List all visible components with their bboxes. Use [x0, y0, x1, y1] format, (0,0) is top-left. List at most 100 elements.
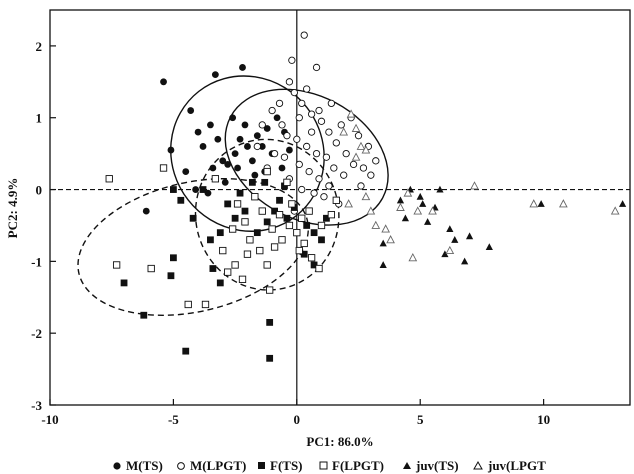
point-m-lpgt	[325, 182, 333, 190]
point-f-ts	[236, 189, 244, 197]
legend-marker-filled-circle	[113, 462, 121, 470]
point-m-ts	[219, 157, 227, 165]
point-m-ts	[244, 143, 251, 150]
point-juv-lpgt	[396, 202, 405, 211]
point-m-ts	[231, 150, 239, 158]
point-juv-ts	[618, 200, 627, 207]
x-tick-label: -5	[168, 412, 179, 427]
point-m-lpgt	[312, 149, 321, 158]
point-m-lpgt	[307, 110, 316, 118]
point-f-ts	[266, 354, 274, 362]
point-f-lpgt	[112, 261, 121, 269]
legend-marker-filled-triangle	[403, 462, 411, 469]
plot-frame	[49, 9, 631, 406]
point-juv-ts	[401, 214, 410, 222]
point-f-lpgt	[263, 261, 271, 269]
legend-item-m-ts: M(TS)	[113, 458, 163, 473]
point-m-lpgt	[357, 182, 365, 190]
point-m-lpgt	[275, 99, 284, 108]
point-m-lpgt	[342, 149, 350, 158]
point-f-lpgt	[219, 246, 227, 255]
point-m-lpgt	[288, 56, 296, 64]
point-juv-lpgt	[428, 206, 437, 215]
point-f-ts	[276, 196, 283, 204]
point-f-lpgt	[268, 225, 276, 233]
point-f-ts	[199, 186, 207, 193]
legend-item-juv-lpgt: juv(LPGT	[473, 458, 546, 473]
point-juv-ts	[396, 196, 405, 204]
point-juv-lpgt	[351, 123, 361, 132]
point-m-lpgt	[298, 185, 306, 194]
legend-label: juv(LPGT	[487, 458, 546, 473]
point-m-lpgt	[312, 63, 321, 72]
legend-item-f-ts: F(TS)	[258, 458, 303, 473]
point-m-lpgt	[317, 117, 326, 125]
point-juv-lpgt	[361, 191, 371, 201]
point-m-ts	[142, 207, 150, 215]
point-m-lpgt	[337, 121, 345, 129]
y-tick-label: -1	[31, 254, 42, 269]
point-m-ts	[211, 71, 219, 79]
point-juv-lpgt	[339, 127, 349, 136]
point-juv-ts	[419, 200, 427, 207]
point-m-lpgt	[315, 106, 323, 115]
point-juv-lpgt	[344, 199, 353, 208]
point-juv-lpgt	[381, 224, 391, 233]
point-m-lpgt	[330, 164, 338, 172]
point-m-lpgt	[325, 128, 333, 136]
point-m-ts	[182, 168, 190, 175]
x-tick-label: -10	[41, 412, 58, 427]
point-juv-lpgt	[371, 220, 381, 229]
point-juv-lpgt	[351, 152, 361, 161]
legend-marker-open-square	[319, 461, 328, 470]
point-m-lpgt	[315, 175, 323, 183]
point-f-lpgt	[266, 286, 274, 294]
point-m-ts	[278, 164, 286, 172]
point-m-ts	[286, 146, 293, 154]
point-f-ts	[216, 229, 224, 237]
x-axis-label: PC1: 86.0%	[306, 434, 373, 449]
point-m-ts	[263, 125, 271, 132]
point-m-lpgt	[290, 88, 298, 97]
point-m-lpgt	[293, 135, 301, 143]
point-f-lpgt	[201, 300, 210, 309]
point-f-lpgt	[256, 246, 264, 255]
point-m-lpgt	[283, 132, 291, 140]
point-m-ts	[224, 161, 232, 168]
point-f-lpgt	[231, 261, 239, 269]
point-f-ts	[182, 347, 190, 355]
point-f-lpgt	[159, 164, 168, 172]
point-juv-lpgt	[408, 253, 418, 262]
point-f-ts	[263, 218, 271, 226]
point-m-lpgt	[268, 106, 276, 115]
point-m-ts	[167, 146, 175, 154]
legend-item-m-lpgt: M(LPGT)	[177, 458, 246, 473]
point-f-lpgt	[211, 175, 220, 183]
data-points	[105, 31, 627, 362]
point-f-lpgt	[258, 207, 266, 215]
point-m-ts	[234, 164, 241, 172]
point-m-ts	[221, 178, 229, 186]
point-m-ts	[239, 64, 246, 71]
point-juv-lpgt	[529, 199, 539, 208]
y-tick-label: 1	[36, 111, 43, 126]
point-m-ts	[258, 143, 266, 150]
point-f-ts	[283, 214, 291, 222]
point-juv-lpgt	[403, 188, 413, 197]
x-axis-ticks: -10 -5 0 5 10	[41, 399, 550, 427]
point-m-lpgt	[307, 128, 316, 136]
x-tick-label: 0	[294, 412, 301, 427]
legend-item-f-lpgt: F(LPGT)	[319, 458, 384, 473]
point-f-ts	[248, 178, 256, 186]
point-juv-lpgt	[610, 206, 620, 215]
point-m-ts	[248, 157, 256, 165]
point-m-lpgt	[322, 153, 331, 161]
legend-label: juv(TS)	[415, 458, 459, 473]
point-f-ts	[189, 214, 197, 222]
point-m-lpgt	[285, 78, 294, 86]
point-f-ts	[323, 214, 330, 222]
point-m-ts	[229, 114, 237, 122]
point-m-ts	[241, 121, 249, 129]
legend-label: M(LPGT)	[190, 458, 246, 473]
point-f-lpgt	[224, 268, 232, 276]
